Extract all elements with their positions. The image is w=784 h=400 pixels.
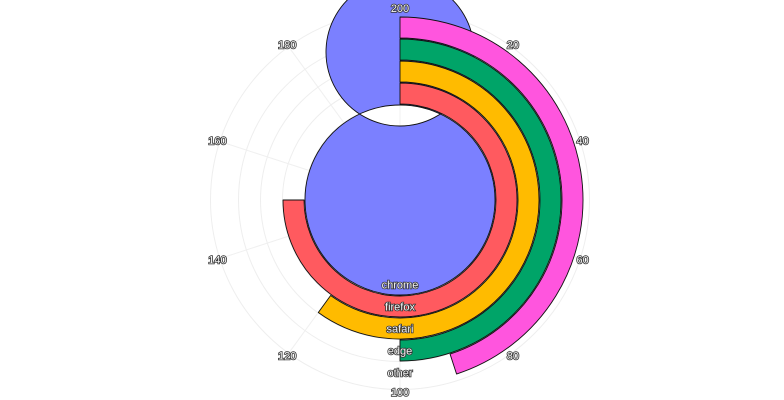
tick-label: 180 — [278, 40, 296, 52]
tick-label: 120 — [278, 350, 296, 362]
tick-label: 40 — [576, 136, 588, 148]
tick-label: 80 — [507, 350, 519, 362]
tick-label: 20 — [507, 40, 519, 52]
category-labels: chrome firefox safari edge other — [381, 279, 419, 381]
category-label-safari: safari — [387, 324, 414, 336]
angle-tick-labels: 200 20 40 60 80 100 120 140 160 180 — [207, 2, 589, 400]
category-label-other: other — [387, 368, 412, 380]
tick-label: 160 — [208, 136, 226, 148]
tick-label: 60 — [576, 254, 588, 266]
category-label-firefox: firefox — [385, 302, 415, 314]
tick-label: 200 — [391, 3, 409, 15]
bar-firefox[interactable] — [282, 82, 518, 318]
category-label-edge: edge — [388, 346, 412, 358]
bar-edge[interactable] — [399, 38, 562, 362]
bars — [282, 0, 584, 375]
bar-safari[interactable] — [317, 60, 540, 340]
tick-label: 140 — [208, 254, 226, 266]
category-label-chrome: chrome — [382, 280, 419, 292]
bar-other[interactable] — [399, 16, 584, 375]
tick-label: 100 — [391, 387, 409, 399]
